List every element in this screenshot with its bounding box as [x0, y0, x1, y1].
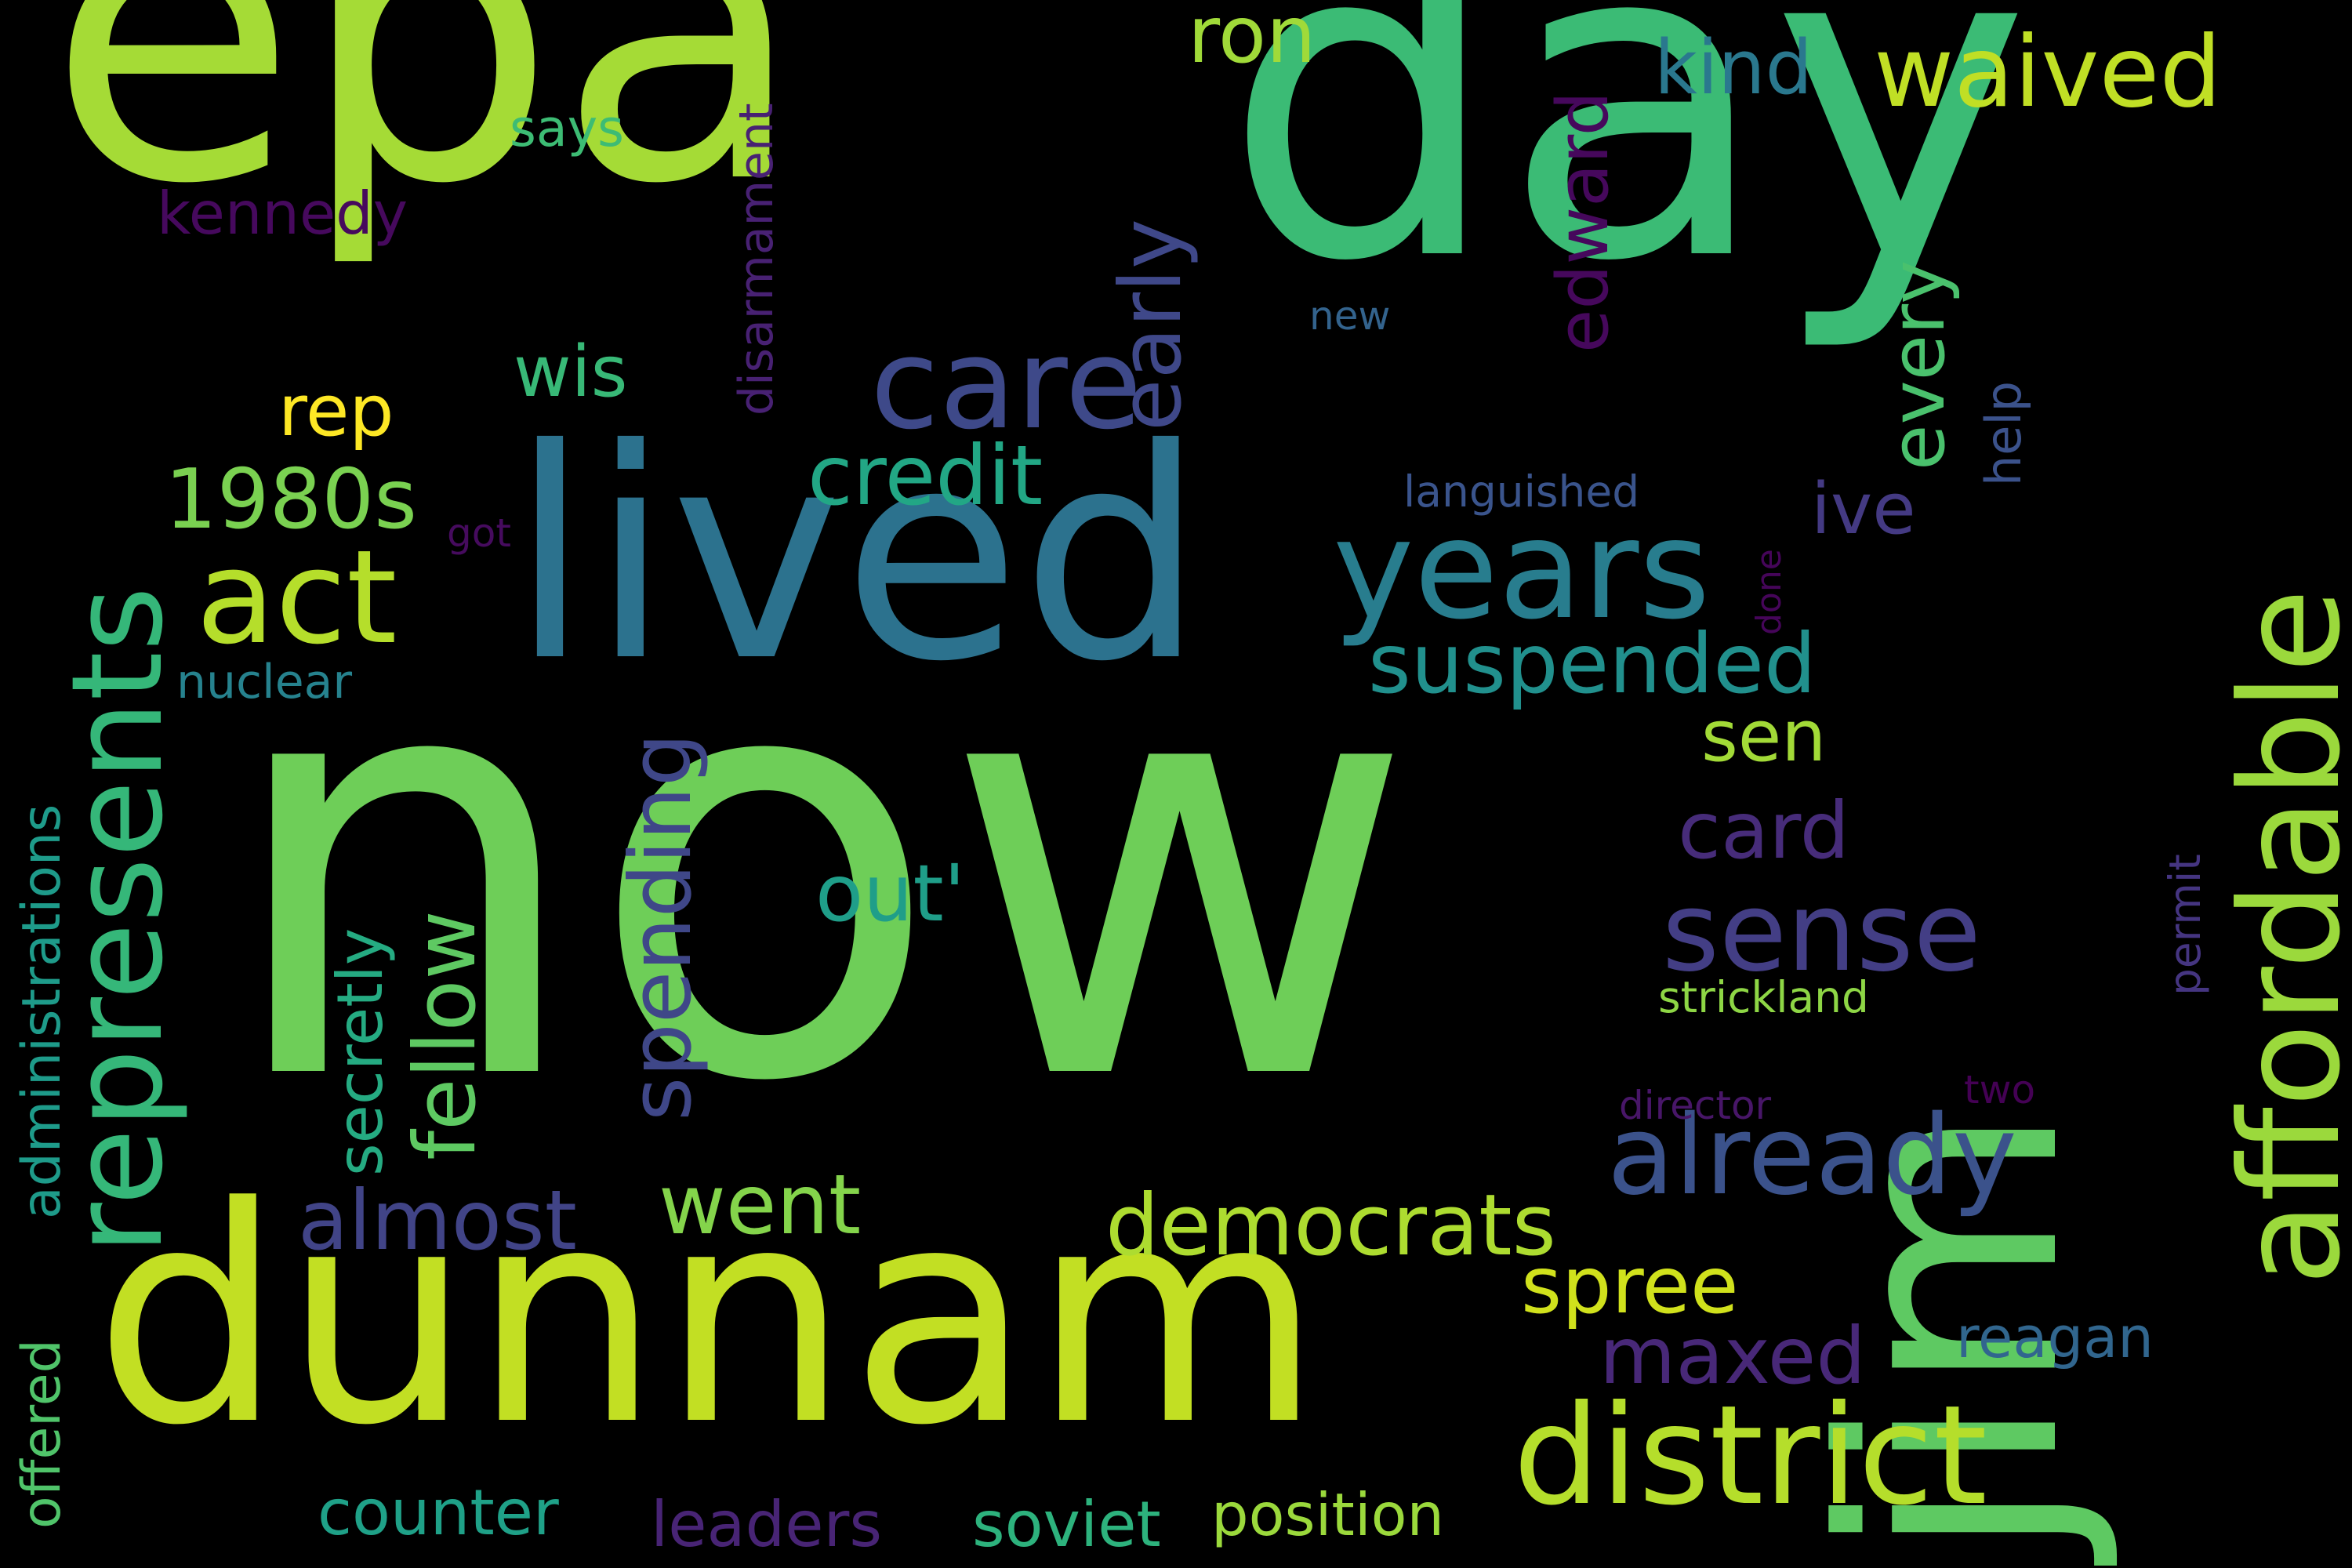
word-says: says: [510, 100, 625, 158]
word-reagan: reagan: [1956, 1305, 2154, 1370]
word-ron: ron: [1188, 0, 1316, 81]
word-new: new: [1309, 293, 1391, 339]
word-kind: kind: [1654, 25, 1813, 111]
word-soviet: soviet: [972, 1488, 1161, 1561]
word-fellow: fellow: [397, 910, 495, 1160]
word-edward: edward: [1542, 91, 1624, 353]
word-out: out': [815, 848, 966, 939]
word-permit: permit: [2160, 854, 2210, 996]
word-wis: wis: [514, 331, 628, 413]
word-district: district: [1513, 1377, 1987, 1536]
word-affordable: affordable: [2212, 588, 2352, 1286]
word-director: director: [1619, 1083, 1772, 1128]
word-counter: counter: [318, 1476, 559, 1549]
word-early: early: [1102, 219, 1200, 431]
word-administrations: administrations: [11, 804, 73, 1219]
word-went: went: [659, 1157, 862, 1253]
word-already: already: [1607, 1092, 2017, 1220]
word-day: day: [1223, 0, 2031, 358]
word-lived: lived: [510, 388, 1206, 725]
word-strickland: strickland: [1658, 972, 1869, 1022]
word-disarmament: disarmament: [729, 103, 784, 416]
word-help: help: [1975, 380, 2032, 486]
word-languished: languished: [1403, 466, 1640, 517]
word-rep: rep: [278, 370, 394, 452]
word-nuclear: nuclear: [176, 655, 353, 710]
word-represents: represents: [44, 586, 191, 1254]
word-waived: waived: [1874, 16, 2222, 129]
word-spree: spree: [1521, 1240, 1739, 1331]
word-two: two: [1964, 1067, 2036, 1112]
word-leaders: leaders: [651, 1488, 883, 1561]
word-got: got: [447, 510, 511, 556]
word-care: care: [870, 310, 1142, 457]
word-years: years: [1333, 491, 1711, 650]
word-secretly: secretly: [324, 927, 397, 1176]
word-card: card: [1678, 785, 1850, 877]
word-epa: epa: [47, 0, 807, 273]
word-credit: credit: [808, 428, 1044, 524]
word-ive: ive: [1811, 468, 1916, 550]
word-offered: offered: [11, 1339, 73, 1529]
word-sense: sense: [1662, 869, 1981, 996]
word-1980s: 1980s: [165, 452, 417, 547]
word-suspended: suspended: [1368, 616, 1817, 712]
word-dunnam: dunnam: [94, 1143, 1323, 1490]
word-democrats: democrats: [1105, 1177, 1556, 1275]
word-position: position: [1211, 1480, 1445, 1549]
word-almost: almost: [298, 1173, 577, 1269]
word-done: done: [1749, 549, 1789, 635]
word-act: act: [196, 522, 397, 673]
word-kennedy: kennedy: [157, 179, 408, 248]
word-sen: sen: [1701, 695, 1827, 778]
word-spending: spending: [612, 732, 710, 1121]
word-every: every: [1875, 260, 1962, 470]
word-maxed: maxed: [1599, 1310, 1866, 1402]
word-now: now: [220, 532, 1417, 1208]
